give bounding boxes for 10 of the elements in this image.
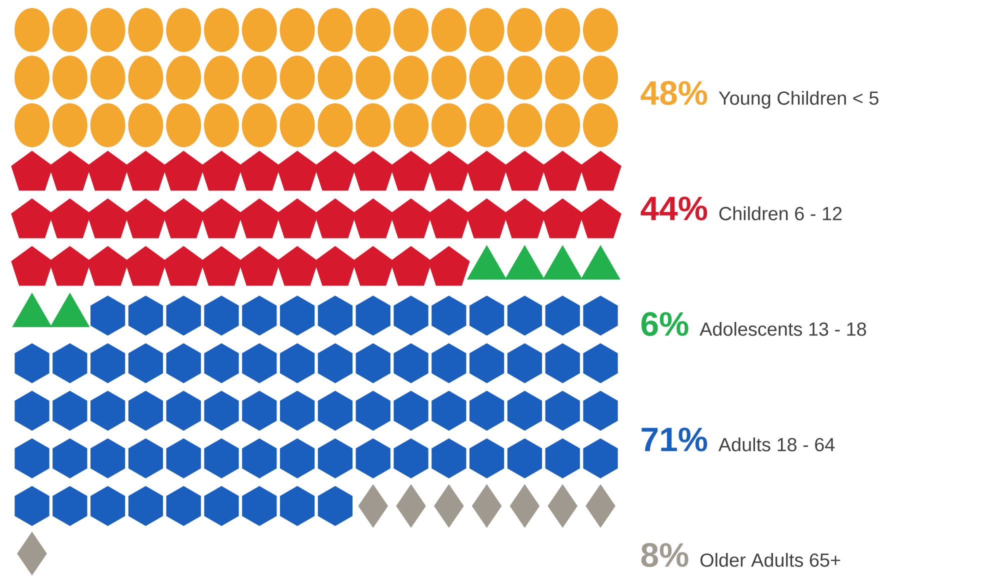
data-label: 71% bbox=[642, 428, 708, 452]
data-label: 6% bbox=[641, 312, 688, 336]
category-label: Adolescents 13 - 18 bbox=[700, 322, 866, 336]
category-label: Older Adults 65+ bbox=[700, 552, 840, 567]
data-label: 44% bbox=[640, 196, 708, 220]
category-label: Adults 18 - 64 bbox=[718, 437, 835, 452]
category-label: Young Children < 5 bbox=[718, 90, 878, 109]
data-label: 48% bbox=[640, 81, 708, 105]
category-label: Children 6 - 12 bbox=[719, 206, 842, 220]
data-label: 8% bbox=[641, 543, 688, 567]
